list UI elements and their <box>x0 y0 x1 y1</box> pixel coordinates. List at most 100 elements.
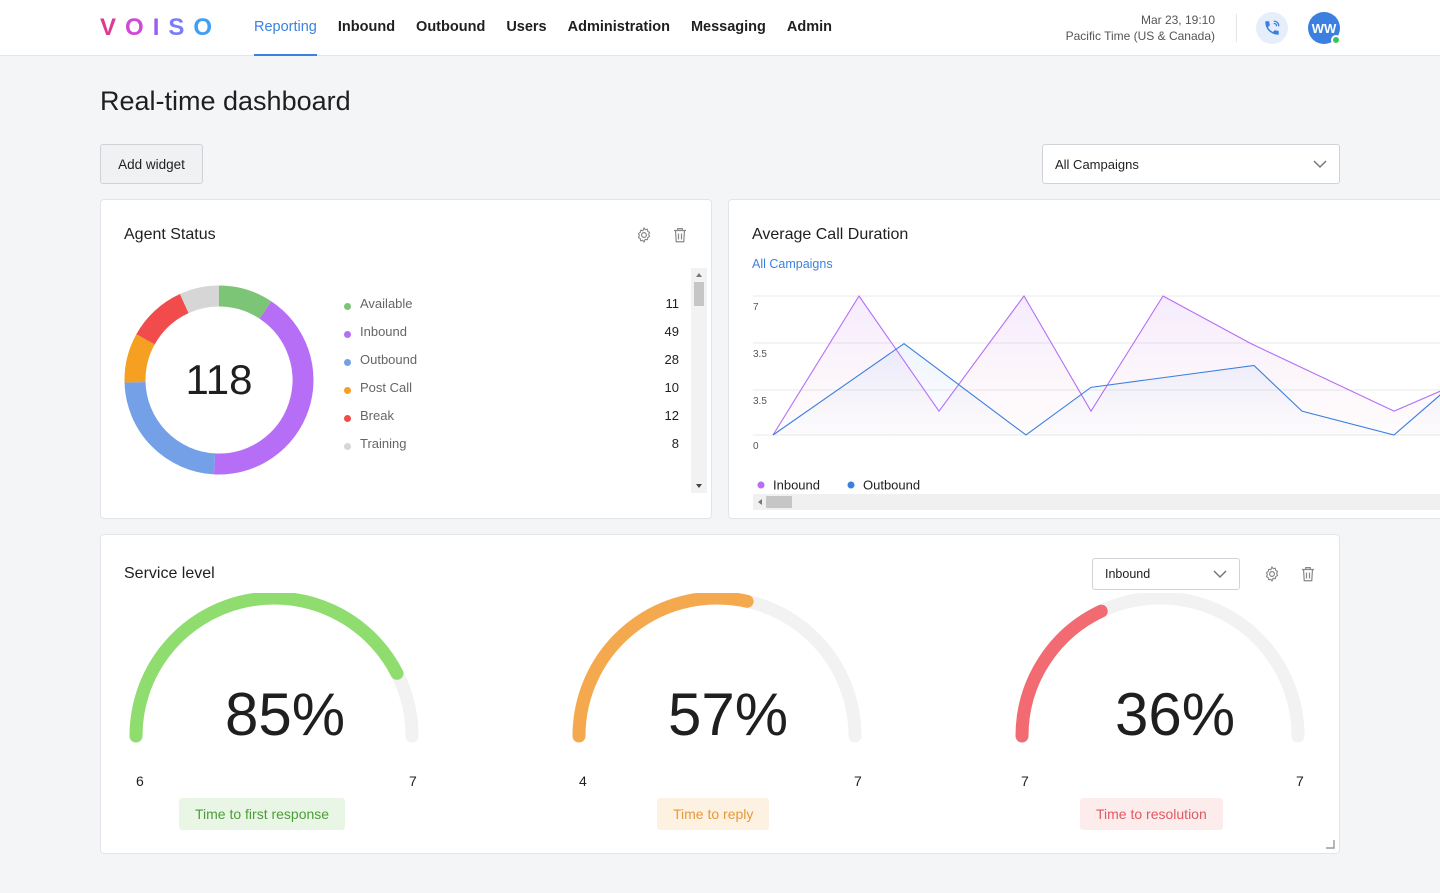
timezone: Pacific Time (US & Canada) <box>1065 29 1215 43</box>
legend-value: 10 <box>664 380 679 395</box>
gauge-max: 7 <box>409 773 417 789</box>
legend-label: Outbound <box>360 352 418 367</box>
agent-total: 118 <box>186 356 253 403</box>
softphone-button[interactable] <box>1256 12 1288 44</box>
scroll-up-icon[interactable] <box>691 270 707 280</box>
legend-label: Inbound <box>360 324 407 339</box>
scroll-left-icon[interactable] <box>755 494 765 510</box>
add-widget-button[interactable]: Add widget <box>100 144 203 184</box>
series-line-outbound <box>772 342 1440 436</box>
donut-segment-training <box>179 285 220 314</box>
average-call-duration-card: Average Call Duration All Campaigns 7 3.5… <box>728 199 1440 519</box>
gauge-label-reply: Time to reply <box>657 798 770 830</box>
y-tick-label: 3.5 <box>753 349 767 360</box>
legend-dot <box>344 443 351 450</box>
trash-icon[interactable] <box>1299 565 1317 583</box>
donut-segment-break <box>136 293 189 345</box>
chart-title: Average Call Duration <box>752 226 909 243</box>
legend-dot <box>344 415 351 422</box>
gauge-min: 6 <box>136 773 144 789</box>
donut-segment-post-call <box>124 334 155 383</box>
agent-status-legend: Available 11 Inbound 49 Outbound 28 Post Ca… <box>344 296 679 464</box>
gauge-label-first-response: Time to first response <box>179 798 346 830</box>
donut-segment-outbound <box>124 381 216 475</box>
nav-admin[interactable]: Admin <box>786 19 832 35</box>
online-status-dot <box>1331 35 1341 45</box>
legend-dot <box>344 331 351 338</box>
legend-label: Post Call <box>360 380 413 395</box>
chevron-down-icon <box>1313 160 1327 169</box>
y-tick-label: 3.5 <box>753 396 767 407</box>
chevron-down-icon <box>1213 570 1227 579</box>
gauge-max: 7 <box>854 773 862 789</box>
legend-scrollbar[interactable] <box>691 268 707 493</box>
avatar-initials: WW <box>1311 20 1337 36</box>
nav-users[interactable]: Users <box>506 19 547 35</box>
logo-letter: I <box>152 14 169 41</box>
gauge-resolution: 36% <box>1015 593 1305 748</box>
legend-label: Break <box>360 408 394 423</box>
gear-icon[interactable] <box>635 226 653 244</box>
y-tick-label: 0 <box>753 441 759 452</box>
nav-inbound[interactable]: Inbound <box>337 19 396 35</box>
legend-value: 49 <box>664 324 679 339</box>
legend-item-outbound: Outbound 28 <box>344 352 679 380</box>
scrollbar-thumb[interactable] <box>694 282 704 306</box>
service-level-title: Service level <box>124 565 215 582</box>
legend-item-break: Break 12 <box>344 408 679 436</box>
current-date: Mar 23, 19:10 <box>1140 13 1215 27</box>
campaign-select[interactable]: All Campaigns <box>1042 144 1340 184</box>
legend-value: 8 <box>671 436 679 451</box>
resize-handle-icon[interactable] <box>1325 839 1335 849</box>
legend-dot <box>757 481 765 489</box>
gauge-min: 4 <box>579 773 587 789</box>
gauge-label-resolution: Time to resolution <box>1080 798 1223 830</box>
gear-icon[interactable] <box>1263 565 1281 583</box>
datetime-display: Mar 23, 19:10 Pacific Time (US & Canada) <box>1066 12 1215 44</box>
gauge-value: 85% <box>225 681 345 748</box>
nav-messaging[interactable]: Messaging <box>690 19 766 35</box>
logo-letter: O <box>125 14 153 41</box>
phone-icon <box>1265 20 1280 35</box>
chart-campaign-link[interactable]: All Campaigns <box>752 257 833 271</box>
scroll-down-icon[interactable] <box>691 481 707 491</box>
series-line-inbound <box>772 294 1440 436</box>
gauge-reply: 57% <box>572 593 862 748</box>
legend-item-training: Training 8 <box>344 436 679 464</box>
nav-administration[interactable]: Administration <box>567 19 670 35</box>
gauge-fill <box>129 593 404 743</box>
service-level-select[interactable]: Inbound <box>1092 558 1240 590</box>
logo-letter: V <box>100 14 126 41</box>
legend-item-post-call: Post Call 10 <box>344 380 679 408</box>
top-bar: VOISO Reporting Inbound Outbound Users A… <box>0 0 1440 56</box>
legend-item-inbound: Inbound 49 <box>344 324 679 352</box>
gauge-min: 7 <box>1021 773 1029 789</box>
legend-value: 28 <box>664 352 679 367</box>
scrollbar-thumb[interactable] <box>766 496 792 508</box>
voiso-logo[interactable]: VOISO <box>100 14 221 42</box>
y-tick-label: 7 <box>753 302 759 313</box>
chart-scrollbar[interactable] <box>753 494 1440 510</box>
agent-status-card: Agent Status 118 Available 11 Inbound 49 O… <box>100 199 712 519</box>
header-divider <box>1236 14 1237 42</box>
agent-status-title: Agent Status <box>124 226 216 243</box>
legend-label-outbound: Outbound <box>863 478 920 493</box>
agent-status-donut: 118 <box>124 285 314 475</box>
nav-reporting[interactable]: Reporting <box>254 0 317 56</box>
average-call-duration-chart: 7 3.5 3.5 0 Inbound Outbound <box>753 294 1440 493</box>
logo-letter: O <box>193 14 222 41</box>
series-area-outbound <box>773 343 1440 435</box>
legend-dot <box>847 481 855 489</box>
legend-value: 12 <box>664 408 679 423</box>
gauge-value: 57% <box>668 681 788 748</box>
trash-icon[interactable] <box>671 226 689 244</box>
page-title: Real-time dashboard <box>100 86 351 116</box>
logo-letter: S <box>168 14 194 41</box>
gauge-fill <box>572 593 754 743</box>
donut-segment-available <box>218 285 272 319</box>
gauge-value: 36% <box>1115 681 1235 748</box>
legend-item-available: Available 11 <box>344 296 679 324</box>
nav-outbound[interactable]: Outbound <box>416 19 486 35</box>
service-level-select-value: Inbound <box>1105 567 1151 581</box>
user-avatar[interactable]: WW <box>1308 12 1341 45</box>
